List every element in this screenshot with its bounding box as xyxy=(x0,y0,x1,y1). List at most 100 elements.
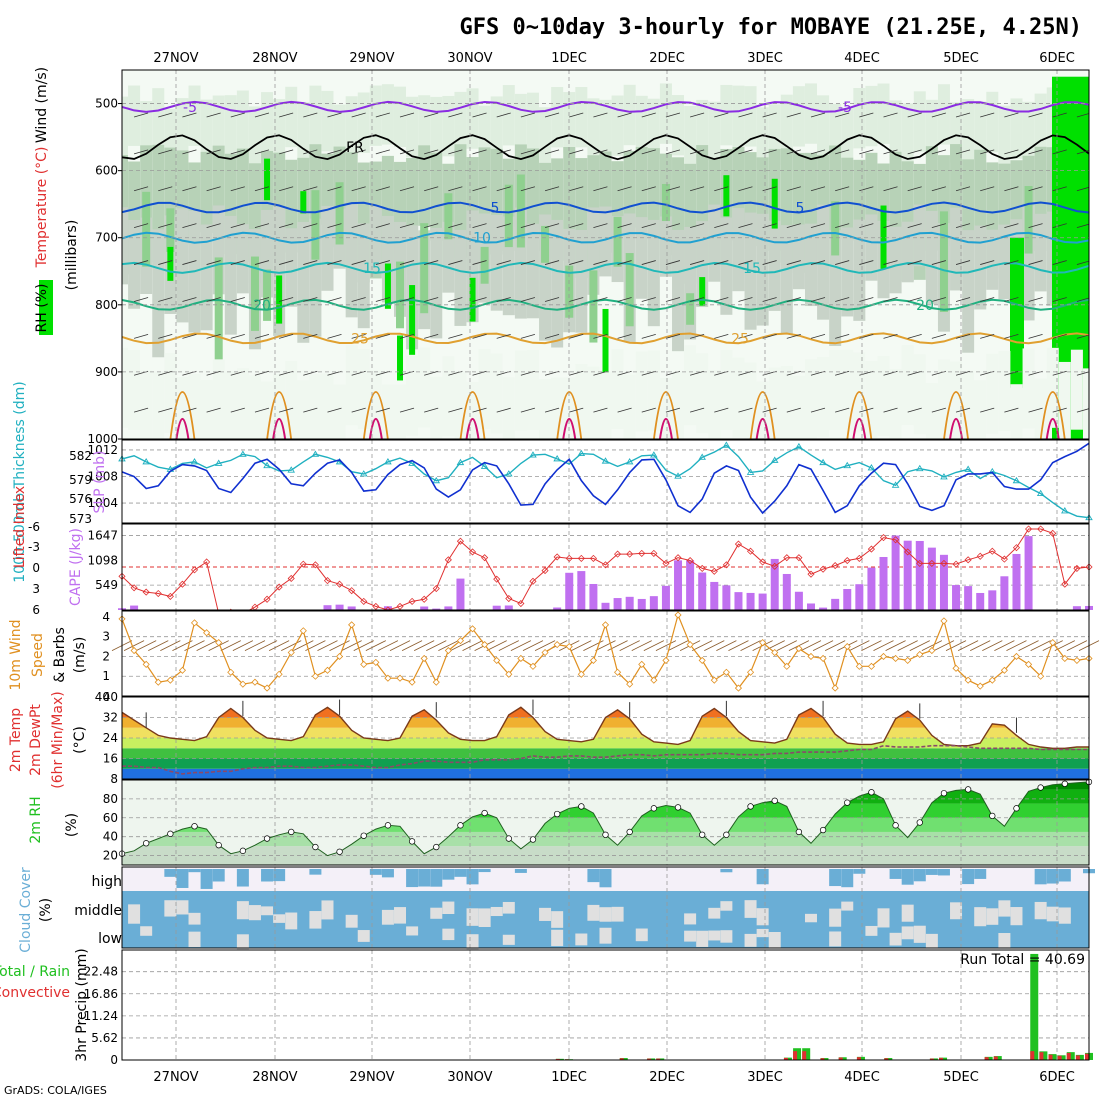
wind-barb xyxy=(254,112,270,118)
axis-label: 10m Wind xyxy=(8,619,24,690)
precip-conv-bar xyxy=(555,1058,560,1060)
rh2m-tick-label: 60 xyxy=(103,811,118,825)
rh-band xyxy=(708,204,721,282)
rh-band xyxy=(526,223,539,319)
wind-barb xyxy=(762,260,777,265)
wind-barb xyxy=(182,186,197,192)
rh-band xyxy=(635,146,648,228)
rh-band xyxy=(122,207,128,285)
wind-speed-point xyxy=(529,662,537,670)
wind-barb xyxy=(897,640,918,651)
wind-barb xyxy=(643,640,665,651)
lifted-index-point xyxy=(1037,525,1045,533)
wind-barb xyxy=(955,297,971,302)
wind-barb xyxy=(1004,223,1019,229)
dewpoint-line xyxy=(122,744,1089,775)
wind-barb xyxy=(593,149,608,155)
isotherm-line xyxy=(943,391,969,439)
isotherm-line xyxy=(122,261,1089,274)
rh-band xyxy=(236,90,249,151)
wind-barb xyxy=(182,223,197,229)
cape-bar xyxy=(335,604,344,610)
rh2m-point xyxy=(578,803,585,810)
li-tick-label: 3 xyxy=(32,582,40,596)
cape-bar xyxy=(649,596,658,610)
wind-barb xyxy=(740,640,761,651)
precip-conv-bar xyxy=(838,1057,843,1060)
li-tick-label: 0 xyxy=(32,561,40,575)
slp-tick-label: 1004 xyxy=(87,496,118,510)
lifted-index-point xyxy=(505,594,513,603)
wind-barb xyxy=(571,640,592,651)
wind-barb xyxy=(569,260,584,265)
wind-barb xyxy=(279,223,294,229)
rh2m-panel: 20 40 60 80 2m RH (%) xyxy=(28,778,1093,866)
wind-speed-point xyxy=(1024,660,1033,668)
wind-barb xyxy=(641,223,656,229)
wind-barb xyxy=(244,640,266,651)
cloud-gap xyxy=(164,900,177,917)
rh-band xyxy=(720,217,733,315)
wind-barb xyxy=(617,186,632,192)
wind-barb xyxy=(254,370,270,376)
rh-band xyxy=(744,86,757,147)
cloud-high-bar xyxy=(841,869,854,888)
wind-barb xyxy=(1028,407,1043,413)
wind-barb xyxy=(955,223,971,229)
rh-band xyxy=(732,85,745,146)
thickness-point xyxy=(915,464,924,472)
isotherm-label: 20 xyxy=(253,298,271,314)
wind-barb xyxy=(232,640,254,651)
rh-band xyxy=(937,84,950,145)
rh-band xyxy=(1070,349,1083,430)
precip-conv-bar xyxy=(929,1058,934,1060)
wind-barb xyxy=(448,223,463,229)
rh-band xyxy=(357,223,370,329)
thickness-point xyxy=(480,462,489,469)
cloud-high-bar xyxy=(309,869,322,875)
wind-barb xyxy=(399,407,415,413)
wind-speed-point xyxy=(275,670,283,678)
axis-label: CAPE (J/kg) xyxy=(68,528,84,606)
cape-bar xyxy=(964,586,973,610)
date-label-bottom: 27NOV xyxy=(153,1070,198,1085)
wind-barb xyxy=(1052,407,1067,413)
lifted-index-point xyxy=(1012,544,1021,552)
wind-barb xyxy=(931,223,946,229)
wind-barb xyxy=(762,407,777,413)
wind-barb xyxy=(327,223,342,229)
wind-speed-point xyxy=(662,656,670,664)
lifted-index-point xyxy=(674,554,682,562)
date-label-bottom: 6DEC xyxy=(1039,1070,1075,1085)
wind-barb xyxy=(764,640,785,651)
cloud-high-bar xyxy=(1034,869,1047,885)
wind-barb xyxy=(738,223,753,229)
wind-barb xyxy=(595,640,616,651)
thickness-point xyxy=(553,454,561,462)
slp-tick-label: 1008 xyxy=(87,470,118,484)
panel-border xyxy=(121,949,1090,1061)
rh2m-point xyxy=(723,831,730,838)
rh-band xyxy=(384,263,391,309)
rh-band xyxy=(236,368,249,439)
wind-barb xyxy=(883,407,898,413)
wind-barb xyxy=(786,149,801,155)
wind-barb xyxy=(424,112,439,118)
wind-barb xyxy=(375,297,390,302)
wind-barb xyxy=(230,260,245,265)
wind-barb xyxy=(206,149,221,155)
precip-conv-bar xyxy=(783,1057,788,1060)
cloud-gap xyxy=(587,904,600,921)
cape-bar xyxy=(927,547,936,610)
rh-legend-swatch xyxy=(39,280,53,335)
lifted-index-point xyxy=(481,554,489,562)
date-label-top: 27NOV xyxy=(153,51,198,66)
wind-speed-point xyxy=(638,660,646,668)
rh-band xyxy=(166,208,175,252)
rh-band xyxy=(962,230,975,353)
wind-speed-point xyxy=(722,668,730,676)
panel-border xyxy=(121,779,1090,866)
wind-barb xyxy=(399,149,415,155)
isotherm-line xyxy=(1039,391,1066,439)
wind-barb xyxy=(690,186,705,192)
